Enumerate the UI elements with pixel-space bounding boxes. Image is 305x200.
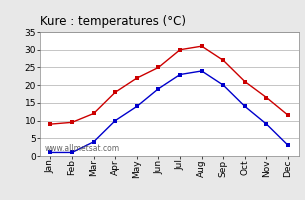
Text: Kure : temperatures (°C): Kure : temperatures (°C) xyxy=(40,15,186,28)
Text: www.allmetsat.com: www.allmetsat.com xyxy=(45,144,120,153)
